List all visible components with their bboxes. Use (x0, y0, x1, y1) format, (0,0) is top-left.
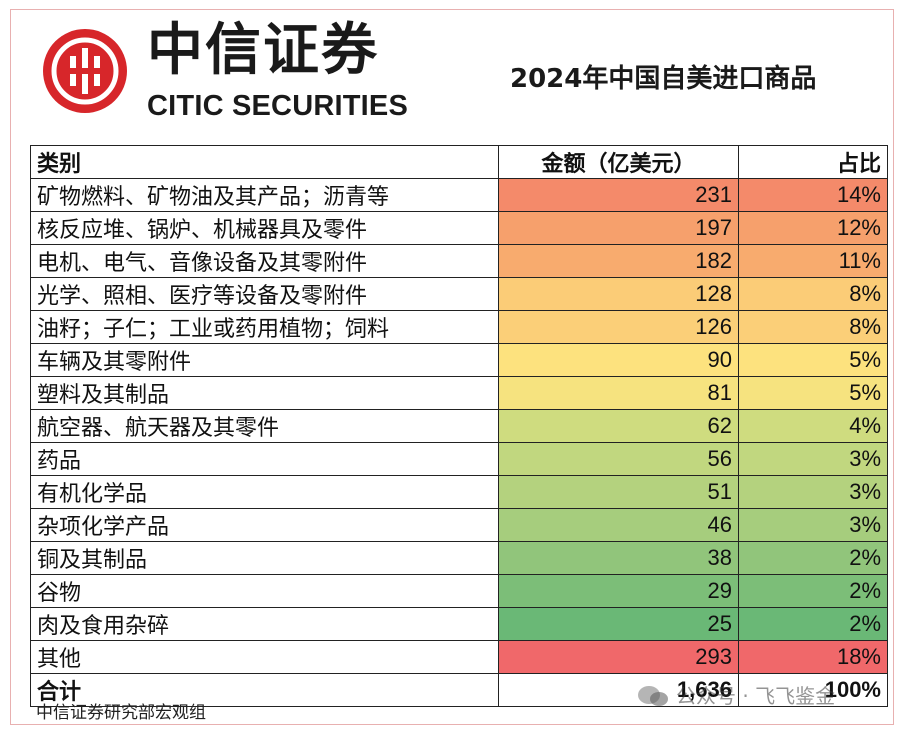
column-header-amount: 金额（亿美元） (498, 145, 739, 179)
row-share: 5% (738, 376, 888, 410)
row-share: 3% (738, 475, 888, 509)
row-share: 18% (738, 640, 888, 674)
total-label: 合计 (30, 673, 499, 707)
table-row: 其他 293 18% (30, 640, 888, 674)
row-amount: 62 (498, 409, 739, 443)
row-share: 4% (738, 409, 888, 443)
table-row: 航空器、航天器及其零件 62 4% (30, 409, 888, 443)
row-category: 有机化学品 (30, 475, 499, 509)
row-category: 药品 (30, 442, 499, 476)
table-row: 杂项化学产品 46 3% (30, 508, 888, 542)
image-frame (10, 9, 894, 725)
table-row: 有机化学品 51 3% (30, 475, 888, 509)
row-category: 其他 (30, 640, 499, 674)
report-title: 2024年中国自美进口商品 (510, 64, 817, 94)
total-row: 合计 1,636 100% (30, 673, 888, 707)
row-category: 谷物 (30, 574, 499, 608)
row-share: 12% (738, 211, 888, 245)
table-row: 肉及食用杂碎 25 2% (30, 607, 888, 641)
table-row: 谷物 29 2% (30, 574, 888, 608)
source-note: 中信证券研究部宏观组 (36, 703, 206, 723)
row-category: 航空器、航天器及其零件 (30, 409, 499, 443)
row-amount: 197 (498, 211, 739, 245)
row-category: 塑料及其制品 (30, 376, 499, 410)
row-amount: 81 (498, 376, 739, 410)
table-row: 药品 56 3% (30, 442, 888, 476)
row-amount: 51 (498, 475, 739, 509)
row-category: 车辆及其零附件 (30, 343, 499, 377)
row-share: 5% (738, 343, 888, 377)
table-row: 油籽；子仁；工业或药用植物；饲料 126 8% (30, 310, 888, 344)
table-row: 核反应堆、锅炉、机械器具及零件 197 12% (30, 211, 888, 245)
table-row: 塑料及其制品 81 5% (30, 376, 888, 410)
row-amount: 29 (498, 574, 739, 608)
row-amount: 182 (498, 244, 739, 278)
citic-logo (43, 29, 127, 113)
table-header-row: 类别 金额（亿美元） 占比 (30, 145, 888, 179)
row-category: 矿物燃料、矿物油及其产品；沥青等 (30, 178, 499, 212)
row-share: 2% (738, 541, 888, 575)
row-amount: 231 (498, 178, 739, 212)
row-share: 3% (738, 442, 888, 476)
row-amount: 126 (498, 310, 739, 344)
row-share: 8% (738, 310, 888, 344)
row-share: 11% (738, 244, 888, 278)
row-share: 8% (738, 277, 888, 311)
row-category: 杂项化学产品 (30, 508, 499, 542)
row-share: 2% (738, 574, 888, 608)
row-amount: 128 (498, 277, 739, 311)
row-category: 核反应堆、锅炉、机械器具及零件 (30, 211, 499, 245)
row-category: 铜及其制品 (30, 541, 499, 575)
watermark-text: 公众号 · 飞飞鉴金 (676, 684, 836, 708)
total-share: 100% (738, 673, 888, 707)
row-share: 14% (738, 178, 888, 212)
row-category: 肉及食用杂碎 (30, 607, 499, 641)
row-category: 电机、电气、音像设备及其零附件 (30, 244, 499, 278)
brand-name-cn: 中信证券 (147, 17, 379, 83)
row-amount: 46 (498, 508, 739, 542)
total-amount: 1,636 (498, 673, 739, 707)
row-share: 3% (738, 508, 888, 542)
row-amount: 90 (498, 343, 739, 377)
table-row: 电机、电气、音像设备及其零附件 182 11% (30, 244, 888, 278)
table-row: 矿物燃料、矿物油及其产品；沥青等 231 14% (30, 178, 888, 212)
table-row: 光学、照相、医疗等设备及零附件 128 8% (30, 277, 888, 311)
watermark: 公众号 · 飞飞鉴金 (636, 684, 835, 708)
row-category: 光学、照相、医疗等设备及零附件 (30, 277, 499, 311)
row-amount: 25 (498, 607, 739, 641)
row-category: 油籽；子仁；工业或药用植物；饲料 (30, 310, 499, 344)
row-amount: 38 (498, 541, 739, 575)
row-amount: 56 (498, 442, 739, 476)
brand-name-en: CITIC SECURITIES (147, 90, 408, 122)
row-share: 2% (738, 607, 888, 641)
column-header-category: 类别 (30, 145, 499, 179)
table-row: 铜及其制品 38 2% (30, 541, 888, 575)
wechat-icon (638, 686, 668, 706)
column-header-share: 占比 (738, 145, 888, 179)
table-row: 车辆及其零附件 90 5% (30, 343, 888, 377)
import-table: 类别 金额（亿美元） 占比 矿物燃料、矿物油及其产品；沥青等 231 14% 核反应堆… (30, 145, 888, 707)
row-amount: 293 (498, 640, 739, 674)
